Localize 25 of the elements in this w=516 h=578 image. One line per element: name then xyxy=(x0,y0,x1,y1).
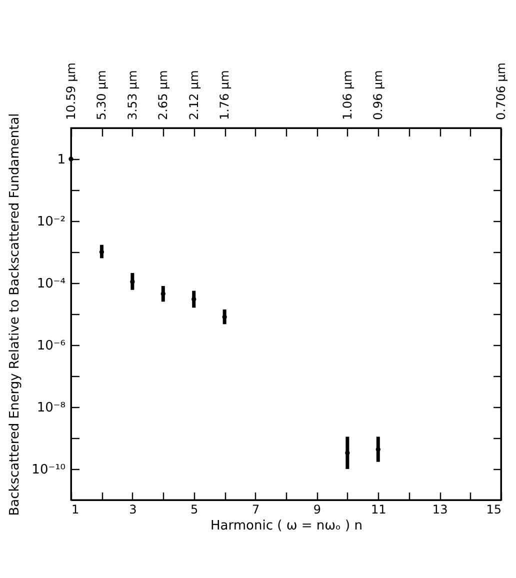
y-tick-label: 10⁻⁶ xyxy=(36,338,66,354)
x-tick-label: 15 xyxy=(486,502,502,516)
annotation: 5.30 μm xyxy=(94,70,109,120)
y-tick-label: 10⁻⁸ xyxy=(36,400,66,416)
annotation: 3.53 μm xyxy=(125,70,140,120)
x-tick-label: 1 xyxy=(72,502,80,516)
x-tick-label: 9 xyxy=(313,502,322,516)
x-tick-label: 7 xyxy=(252,502,260,516)
annotation: 2.65 μm xyxy=(156,70,170,120)
annotation: 0.96 μm xyxy=(371,70,386,120)
annotation: 10.59 μm xyxy=(64,62,78,120)
y-axis-title: Backscattered Energy Relative to Backscattered Fundamental xyxy=(8,113,23,516)
x-axis-title: Harmonic ( ω = nωₒ ) n xyxy=(210,518,362,534)
x-tick-label: 11 xyxy=(371,502,386,516)
x-tick-label: 3 xyxy=(129,502,137,516)
annotation: 2.12 μm xyxy=(186,70,201,120)
x-tick-label: 5 xyxy=(190,502,198,516)
y-tick-label: 10⁻⁴ xyxy=(36,276,66,292)
x-tick-label: 13 xyxy=(432,502,448,516)
annotation: 1.06 μm xyxy=(340,70,354,120)
annotation: 1.76 μm xyxy=(218,70,232,120)
text: 0.706 μm xyxy=(494,62,508,120)
y-tick-label: 10⁻¹⁰ xyxy=(32,462,66,478)
y-tick-label: 1 xyxy=(57,152,66,168)
y-tick-label: 10⁻² xyxy=(36,214,66,230)
